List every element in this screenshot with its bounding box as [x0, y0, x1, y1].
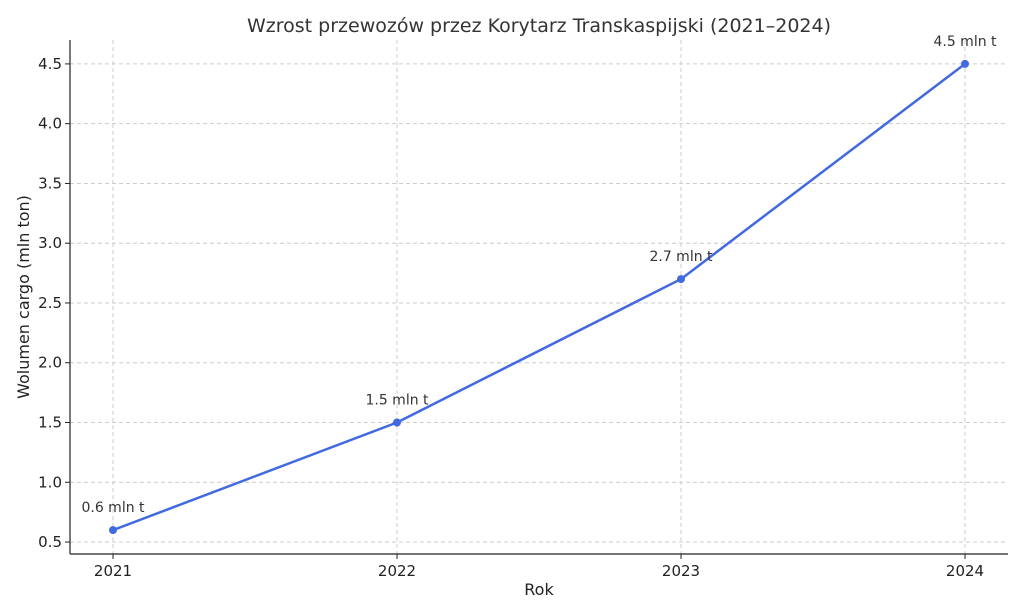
- y-tick-label: 1.5: [38, 414, 62, 432]
- data-label: 0.6 mln t: [81, 500, 145, 516]
- data-point: [961, 59, 969, 68]
- chart-title: Wzrost przewozów przez Korytarz Transkas…: [247, 15, 831, 37]
- y-tick-label: 3.0: [38, 234, 62, 252]
- y-tick-label: 2.0: [38, 354, 62, 372]
- axes: [69, 40, 1008, 555]
- x-tick-label: 2023: [662, 562, 700, 580]
- x-tick-label: 2022: [378, 562, 416, 580]
- y-axis-label: Wolumen cargo (mln ton): [14, 195, 33, 399]
- y-tick-label: 1.0: [38, 473, 62, 491]
- y-tick-label: 4.5: [38, 55, 62, 73]
- x-axis-label: Rok: [524, 580, 554, 599]
- x-ticks: 2021 2022 2023 2024: [94, 554, 984, 580]
- data-point: [109, 526, 117, 535]
- y-tick-label: 2.5: [38, 294, 62, 312]
- grid: [70, 40, 1008, 554]
- x-tick-label: 2021: [94, 562, 132, 580]
- series: [109, 59, 969, 535]
- x-tick-label: 2024: [946, 562, 984, 580]
- data-label: 4.5 mln t: [933, 34, 997, 50]
- data-labels: 0.6 mln t 1.5 mln t 2.7 mln t 4.5 mln t: [81, 34, 997, 516]
- y-tick-label: 4.0: [38, 115, 62, 133]
- y-tick-label: 3.5: [38, 174, 62, 192]
- y-ticks: 0.5 1.0 1.5 2.0 2.5 3.0 3.5 4.0 4.5: [38, 55, 70, 551]
- data-point: [677, 275, 685, 284]
- data-label: 2.7 mln t: [649, 249, 713, 265]
- series-line: [112, 62, 966, 532]
- data-point: [393, 418, 401, 427]
- data-label: 1.5 mln t: [365, 393, 429, 409]
- y-tick-label: 0.5: [38, 533, 62, 551]
